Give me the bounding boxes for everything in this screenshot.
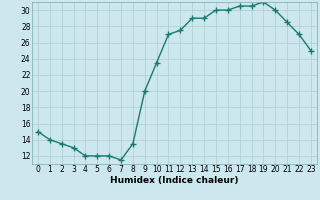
X-axis label: Humidex (Indice chaleur): Humidex (Indice chaleur): [110, 176, 239, 185]
